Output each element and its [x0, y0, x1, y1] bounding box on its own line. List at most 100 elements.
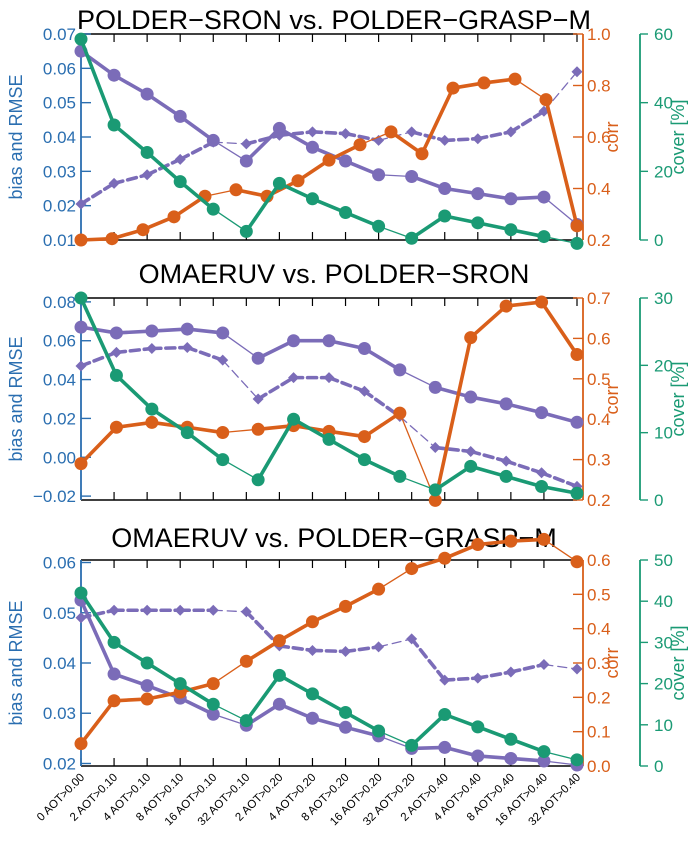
cover-segment: [79, 591, 116, 645]
bias-point: [306, 126, 318, 138]
corr-axis-label: corr: [602, 647, 622, 678]
cover-segment: [409, 712, 447, 748]
bias-segment: [442, 676, 480, 682]
corr-axis-tick-label: 0.2: [587, 688, 611, 707]
corr-axis-tick-label: 0.5: [587, 585, 611, 604]
rmse-point: [504, 192, 518, 206]
cover-point: [74, 291, 88, 305]
corr-segment: [468, 304, 508, 340]
bias-segment: [185, 345, 225, 362]
corr-point: [499, 299, 513, 313]
rmse-point: [405, 169, 419, 183]
rmse-point: [471, 749, 485, 763]
cover-point: [140, 145, 154, 159]
cover-point: [464, 459, 478, 473]
bias-point: [174, 153, 186, 165]
bias-point: [174, 604, 186, 616]
bias-segment: [212, 141, 247, 145]
bias-point: [472, 672, 484, 684]
bias-point: [406, 126, 418, 138]
left-axis-tick-label: 0.02: [43, 409, 76, 428]
rmse-point: [537, 190, 551, 204]
corr-point: [535, 295, 549, 309]
bias-point: [571, 66, 583, 78]
cover-point: [535, 480, 549, 494]
rmse-point: [357, 342, 371, 355]
corr-axis-tick-label: 0.2: [587, 491, 611, 510]
panel-polder-sron-vs-grasp: POLDER−SRON vs. POLDER−GRASP−M 0.07 0.06 0…: [6, 5, 688, 250]
left-axis-tick-label: 0.04: [43, 371, 76, 390]
left-axis-tick-label: 0.04: [43, 128, 76, 147]
bias-point: [108, 604, 120, 616]
cover-segment: [222, 458, 259, 481]
corr-point: [357, 430, 371, 444]
cover-point: [393, 469, 407, 483]
panel-title: OMAERUV vs. POLDER−SRON: [139, 259, 530, 289]
cover-axis-label: cover [%]: [668, 99, 688, 174]
rmse-point: [272, 697, 286, 711]
bias-segment: [509, 662, 546, 674]
corr-axis-tick-label: 0.6: [587, 551, 611, 570]
corr-point: [74, 457, 88, 471]
rmse-point: [535, 406, 549, 420]
corr-point: [504, 534, 518, 548]
corr-axis-tick-label: 0.5: [587, 370, 611, 389]
corr-point: [305, 615, 319, 629]
rmse-point: [287, 334, 301, 348]
rmse-point: [438, 740, 452, 754]
cover-point: [180, 426, 194, 440]
cover-point: [173, 677, 187, 691]
rmse-point: [140, 679, 154, 693]
cover-segment: [244, 673, 282, 723]
corr-axis-tick-label: 0.4: [587, 620, 611, 639]
bias-segment: [310, 130, 348, 136]
left-axis-tick-label: 0.06: [43, 554, 76, 573]
rmse-segment: [145, 92, 182, 119]
bias-point: [75, 612, 87, 624]
bias-point: [146, 343, 158, 354]
rmse-point: [107, 68, 121, 82]
cover-segment: [409, 214, 447, 241]
bias-segment: [377, 638, 413, 648]
cover-axis-label: cover [%]: [668, 361, 688, 436]
bias-point: [465, 445, 477, 457]
cover-segment: [114, 373, 154, 411]
cover-axis-tick-label: 20: [654, 675, 673, 694]
bias-segment: [310, 648, 348, 654]
cover-point: [471, 216, 485, 230]
cover-segment: [145, 150, 182, 184]
cover-point: [239, 224, 253, 238]
cover-axis-tick-label: 20: [654, 356, 673, 375]
panel-title: OMAERUV vs. POLDER−GRASP−M: [111, 523, 557, 553]
corr-point: [539, 93, 553, 107]
rmse-point: [305, 140, 319, 154]
rmse-point: [145, 324, 159, 338]
rmse-point: [322, 334, 336, 348]
cover-point: [74, 586, 88, 600]
bias-segment: [79, 608, 116, 620]
bias-point: [505, 126, 517, 138]
corr-segment: [544, 97, 579, 228]
left-axis-tick-label: 0.07: [43, 25, 76, 44]
corr-segment: [433, 335, 473, 503]
left-axis-tick-label: 0.02: [43, 754, 76, 773]
x-tick-labels: 0 AOT>0.002 AOT>0.104 AOT>0.108 AOT>0.10…: [35, 772, 583, 829]
bias-point: [340, 128, 352, 140]
cover-segment: [291, 417, 331, 442]
panel-title: POLDER−SRON vs. POLDER−GRASP−M: [77, 5, 591, 35]
cover-segment: [244, 181, 282, 234]
corr-point: [145, 415, 159, 429]
bias-segment: [399, 415, 436, 449]
rmse-point: [339, 720, 353, 734]
bias-segment: [244, 609, 282, 648]
bias-segment: [327, 375, 367, 394]
cover-point: [251, 473, 265, 487]
bias-point: [207, 604, 219, 616]
corr-point: [322, 153, 336, 167]
cover-point: [372, 219, 386, 233]
corr-point: [464, 331, 478, 345]
cover-point: [239, 714, 253, 728]
cover-axis-tick-label: 10: [654, 716, 673, 735]
bias-segment: [277, 644, 315, 653]
corr-point: [291, 174, 305, 188]
